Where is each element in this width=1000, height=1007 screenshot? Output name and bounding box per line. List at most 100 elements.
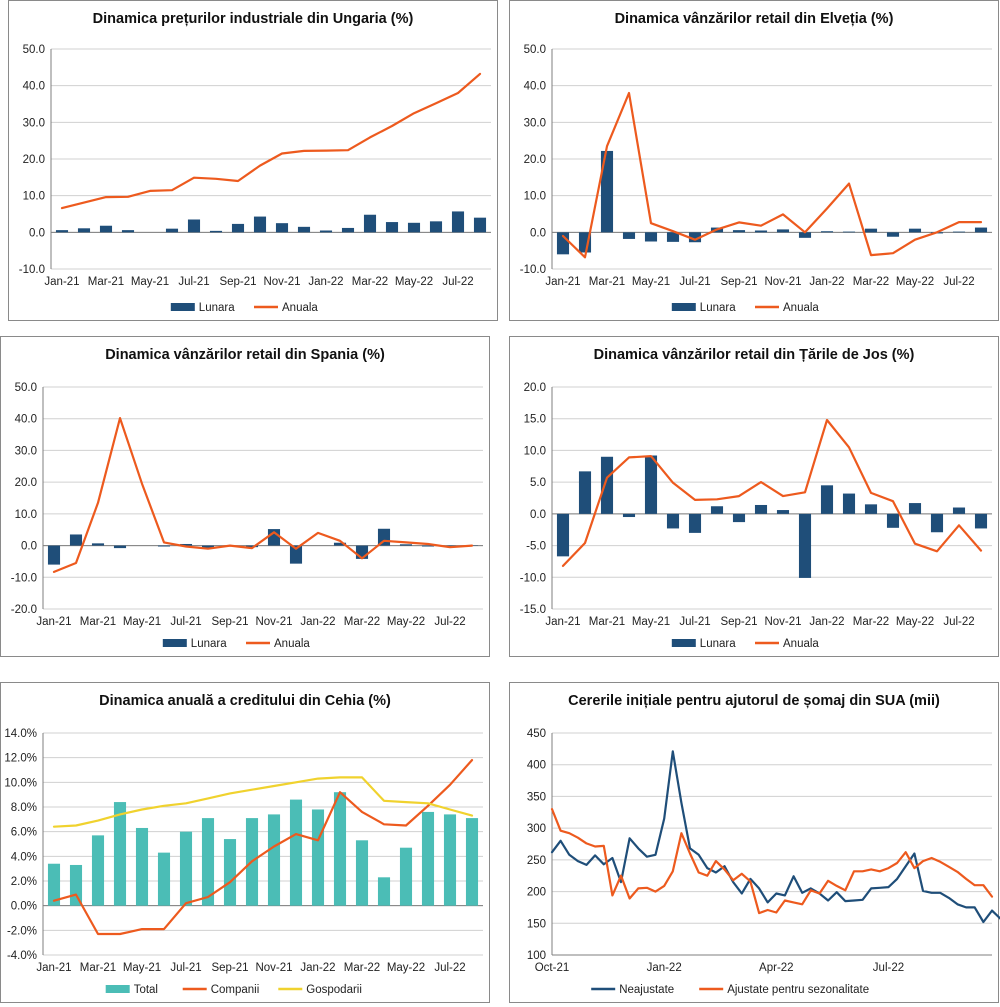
y-tick-label: -4.0% (7, 950, 37, 962)
series-line-companii (52, 758, 474, 936)
chart-title-4: Dinamica vânzărilor retail din Țările de… (593, 347, 915, 363)
legend-label: Gospodarii (306, 984, 362, 996)
bar (113, 545, 127, 549)
bar (231, 223, 245, 233)
legend-label: Total (134, 984, 158, 996)
bar (91, 835, 105, 906)
x-tick-label: Jan-21 (36, 962, 71, 974)
chart-panel-4: Dinamica vânzărilor retail din Țările de… (509, 336, 999, 657)
x-tick-label: Jul-22 (943, 616, 974, 628)
y-tick-label: 0.0 (530, 227, 546, 239)
chart-ungaria: -10.0 0.0 10.0 20.0 30.0 40.0 50.0 Jan-21 Mar-21… (19, 44, 491, 314)
x-tick-label: May-21 (632, 276, 670, 288)
bar (275, 223, 289, 233)
bar (451, 211, 465, 233)
y-tick-label: 20.0 (15, 477, 37, 489)
y-tick-label: -10.0 (19, 264, 45, 276)
series-line-neajustate (550, 750, 1000, 924)
bar (135, 827, 149, 906)
y-tick-label: 50.0 (15, 382, 37, 394)
legend-label: Lunara (700, 638, 736, 650)
series-line-anuala (52, 416, 474, 573)
chart-title-3: Dinamica vânzărilor retail din Spania (%… (105, 347, 385, 363)
bar (179, 831, 193, 906)
bar (688, 232, 702, 243)
bar (121, 230, 135, 233)
bar (55, 230, 69, 233)
bar (798, 513, 812, 578)
bar (297, 226, 311, 233)
bar (245, 545, 259, 548)
legend-label: Ajustate pentru sezonalitate (727, 984, 869, 996)
bar (267, 814, 281, 906)
bar (399, 847, 413, 906)
chart-title-6: Cererile inițiale pentru ajutorul de șom… (568, 693, 940, 709)
y-tick-label: 2.0% (11, 876, 37, 888)
x-tick-label: Mar-22 (352, 276, 388, 288)
x-tick-label: Apr-22 (759, 962, 794, 974)
bar (776, 510, 790, 514)
y-tick-label: 10.0 (524, 445, 546, 457)
bar (223, 839, 237, 906)
y-tick-label: 20.0 (524, 382, 546, 394)
bar (209, 230, 223, 233)
bar (187, 219, 201, 233)
bar (754, 230, 768, 233)
legend-label: Lunara (191, 638, 227, 650)
x-tick-label: May-22 (387, 962, 425, 974)
x-tick-label: Jul-22 (434, 962, 465, 974)
legend-swatch (671, 639, 696, 647)
x-tick-label: Jul-22 (442, 276, 473, 288)
bar (333, 792, 347, 906)
bar (776, 229, 790, 233)
y-tick-label: 250 (527, 855, 546, 867)
y-tick-label: -20.0 (11, 604, 37, 616)
y-tick-label: 300 (527, 823, 546, 835)
x-tick-label: Nov-21 (764, 276, 801, 288)
bar (99, 225, 113, 233)
bar (443, 814, 457, 906)
bar (47, 863, 61, 906)
x-tick-label: Mar-22 (853, 276, 889, 288)
y-tick-label: 0.0% (11, 901, 37, 913)
series-line-gospodarii (52, 776, 474, 828)
y-tick-label: 40.0 (524, 81, 546, 93)
x-tick-label: Mar-21 (80, 616, 116, 628)
bar (47, 545, 61, 565)
x-tick-label: Nov-21 (255, 962, 292, 974)
x-tick-label: Mar-22 (853, 616, 889, 628)
bar (798, 232, 812, 238)
bar (842, 493, 856, 514)
x-tick-label: May-21 (131, 276, 169, 288)
chart-panel-2: Dinamica vânzărilor retail din Elveția (… (509, 0, 999, 321)
y-tick-label: 10.0 (23, 191, 45, 203)
x-tick-label: Jul-22 (873, 962, 904, 974)
y-tick-label: 0.0 (21, 541, 37, 553)
y-tick-label: 5.0 (530, 477, 546, 489)
x-tick-label: Jul-22 (943, 276, 974, 288)
x-tick-label: May-22 (896, 616, 934, 628)
y-tick-label: 8.0% (11, 802, 37, 814)
bar (289, 799, 303, 906)
bar (465, 818, 479, 906)
bar (908, 228, 922, 233)
chart-panel-1: Dinamica prețurilor industriale din Unga… (8, 0, 498, 321)
bar (930, 513, 944, 533)
y-tick-label: 50.0 (23, 44, 45, 56)
x-tick-label: Jan-21 (545, 616, 580, 628)
x-tick-label: Mar-22 (344, 962, 380, 974)
chart-sua-somaj: 100 150 200 250 300 350 400 450 Oct-21 Jan-22 Apr-… (527, 728, 1000, 996)
bar (69, 864, 83, 906)
bar (179, 543, 193, 546)
y-tick-label: 40.0 (23, 81, 45, 93)
legend-swatch (105, 985, 130, 993)
x-tick-label: Sep-21 (720, 616, 757, 628)
legend-swatch (170, 303, 195, 311)
bar (311, 809, 325, 906)
bar (644, 455, 658, 514)
bar (157, 852, 171, 906)
bar (732, 513, 746, 523)
bar (754, 504, 768, 514)
x-tick-label: Jan-22 (300, 962, 335, 974)
bar (644, 232, 658, 242)
